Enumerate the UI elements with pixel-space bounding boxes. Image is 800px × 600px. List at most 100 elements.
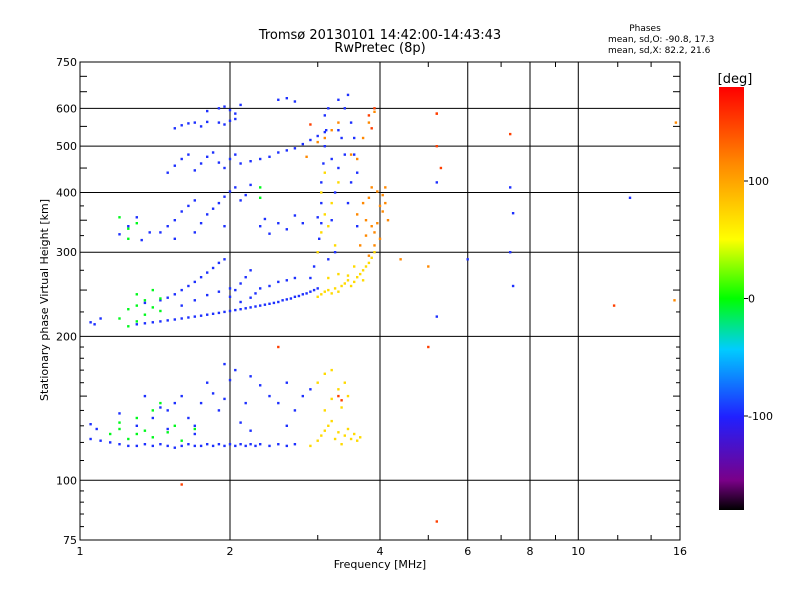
echo-point [187, 122, 190, 125]
echo-point [356, 276, 359, 279]
echo-point [349, 181, 353, 184]
echo-point [330, 129, 333, 132]
echo-point [316, 381, 319, 384]
echo-point [249, 183, 252, 187]
echo-point [263, 303, 267, 306]
echo-point [340, 136, 343, 140]
echo-point [259, 287, 262, 290]
echo-point [259, 186, 262, 189]
echo-point [118, 216, 121, 219]
echo-point [323, 429, 326, 432]
echo-point [361, 136, 365, 140]
echo-point [193, 315, 196, 318]
echo-point [340, 443, 343, 446]
y-axis-ticks: 75 100 200 300 400 500 600 750 [56, 56, 680, 547]
echo-point [323, 130, 326, 134]
echo-point [285, 424, 288, 427]
echo-point [330, 368, 333, 372]
echo-point [223, 195, 226, 198]
echo-point [361, 279, 365, 282]
echo-point [193, 427, 196, 431]
x-tick-label: 8 [527, 545, 534, 558]
echo-point [330, 219, 333, 222]
x-axis-label: Frequency [MHz] [334, 558, 426, 571]
echo-point [612, 304, 616, 307]
echo-point [285, 444, 288, 448]
echo-point [305, 155, 308, 158]
echo-point [99, 317, 102, 320]
echo-point [384, 201, 387, 205]
echo-point [206, 293, 209, 297]
echo-point [228, 309, 232, 313]
echo-point [320, 222, 323, 225]
echo-point [356, 157, 359, 161]
echo-point [259, 384, 262, 387]
x-tick-label: 4 [377, 545, 384, 558]
echo-point [268, 232, 271, 235]
echo-point [277, 280, 280, 284]
phase-stats-heading: Phases [629, 24, 661, 34]
echo-point [234, 117, 237, 121]
x-tick-label: 1 [77, 545, 84, 558]
echo-point [187, 316, 190, 319]
echo-point [381, 210, 384, 213]
echo-point [268, 155, 271, 158]
echo-point [140, 238, 143, 242]
echo-point [399, 258, 402, 261]
echo-point [173, 446, 176, 449]
echo-point [277, 443, 280, 446]
echo-point [330, 397, 333, 401]
echo-point [151, 321, 154, 324]
echo-point [93, 323, 96, 326]
echo-point [234, 444, 237, 448]
echo-point [239, 282, 242, 285]
echo-point [223, 225, 226, 228]
echo-point [370, 127, 373, 130]
echo-point [193, 444, 196, 448]
x-tick-label: 10 [571, 545, 585, 558]
echo-point [135, 323, 138, 326]
echo-point [340, 406, 343, 409]
echo-point [187, 416, 190, 420]
phase-stats-x: mean, sd,X: 82.2, 21.6 [608, 46, 711, 56]
echo-point [370, 186, 373, 189]
echo-point [211, 266, 215, 270]
echo-point [217, 290, 221, 293]
echo-point [223, 362, 226, 366]
echo-point [234, 308, 237, 312]
colorbar-tick-label: 0 [748, 293, 755, 306]
echo-point [118, 317, 121, 320]
echo-point [217, 201, 221, 205]
echo-point [285, 279, 288, 282]
echo-point [337, 181, 340, 184]
echo-point [143, 301, 147, 305]
echo-point [337, 272, 340, 276]
echo-point [234, 368, 237, 372]
echo-point [199, 162, 203, 165]
echo-point [223, 258, 226, 261]
colorbar: [deg] 100 0 -100 [718, 72, 773, 510]
echo-point [340, 284, 343, 288]
echo-point [151, 436, 154, 439]
echo-point [239, 421, 242, 424]
echo-point [673, 299, 676, 302]
echo-point [217, 409, 221, 412]
echo-point [151, 444, 154, 448]
echo-point [466, 258, 469, 261]
echo-point [166, 444, 169, 448]
echo-point [173, 424, 176, 427]
echo-point [309, 290, 312, 293]
grid-lines [80, 62, 680, 540]
echo-point [118, 421, 121, 424]
echo-point [316, 295, 319, 298]
echo-point [349, 153, 353, 156]
echo-point [435, 520, 438, 523]
echo-point [367, 261, 371, 265]
echo-point [509, 251, 512, 254]
echo-point [337, 166, 340, 170]
echo-point [349, 284, 353, 288]
echo-point [318, 237, 321, 240]
echo-point [285, 298, 288, 301]
echo-point [206, 271, 209, 274]
echo-point [159, 299, 162, 302]
